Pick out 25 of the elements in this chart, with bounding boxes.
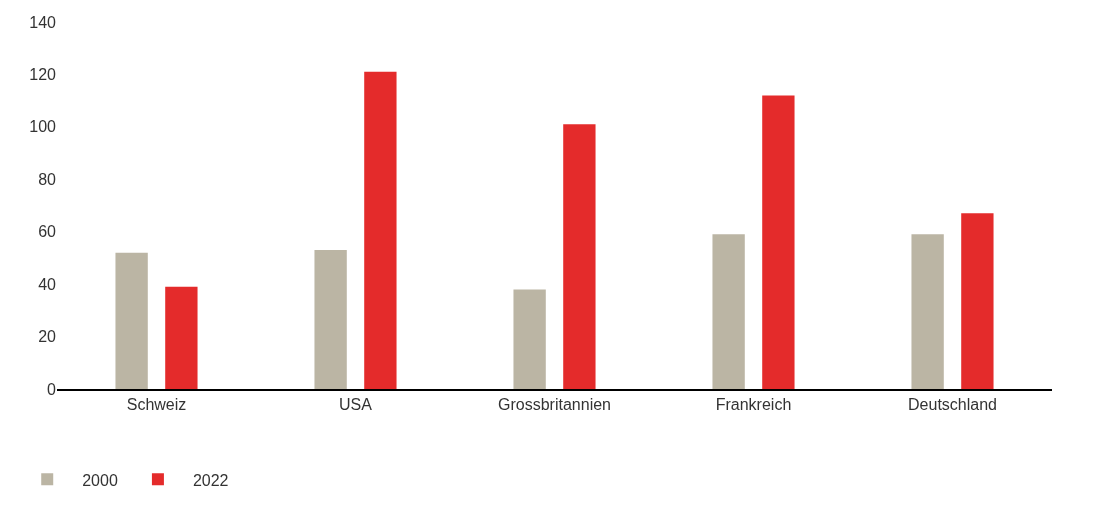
x-tick-label: Grossbritannien xyxy=(498,396,611,414)
bar xyxy=(961,213,994,389)
y-tick-label: 100 xyxy=(29,118,57,136)
legend-label: 2022 xyxy=(192,471,229,489)
y-tick-label: 20 xyxy=(38,328,57,346)
x-tick-label: Deutschland xyxy=(908,396,997,414)
y-tick-label: 60 xyxy=(38,223,57,241)
bar xyxy=(165,286,198,389)
y-tick-label: 80 xyxy=(38,170,57,188)
bar xyxy=(762,95,795,389)
x-tick-label: USA xyxy=(339,396,373,414)
y-tick-label: 0 xyxy=(47,380,57,398)
bar xyxy=(911,234,944,389)
y-tick-label: 40 xyxy=(38,275,57,293)
x-tick-label: Frankreich xyxy=(715,396,792,414)
bar xyxy=(314,250,347,389)
y-tick-label: 120 xyxy=(29,66,57,84)
bar xyxy=(712,234,745,389)
x-tick-label: Schweiz xyxy=(126,396,187,414)
bar xyxy=(364,71,397,389)
y-tick-label: 140 xyxy=(29,13,57,31)
bar xyxy=(513,289,546,389)
bar xyxy=(563,124,596,389)
legend-label: 2000 xyxy=(82,471,118,489)
bar xyxy=(115,252,148,389)
